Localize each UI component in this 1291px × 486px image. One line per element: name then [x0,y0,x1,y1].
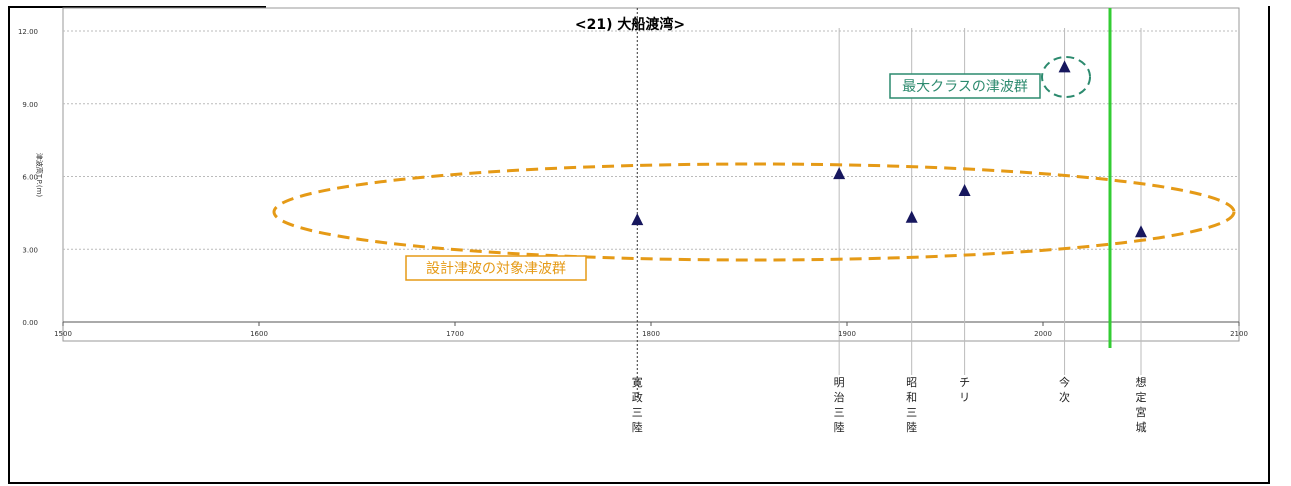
event-label-char: 治 [834,390,845,404]
y-axis-ticks: 0.00 3.00 6.00 9.00 12.00 [18,28,38,327]
event-label-char: リ [959,391,970,404]
event-label-char: 陸 [906,421,917,434]
x-tick-label: 2100 [1230,330,1248,338]
data-point-triangle [958,184,971,197]
event-label-char: 城 [1136,421,1147,434]
design-group-label-box [405,255,587,281]
data-point-triangle [1058,60,1071,73]
event-label-char: 次 [1059,390,1070,404]
x-tick-label: 2000 [1034,330,1052,338]
design-group-ellipse [272,162,1236,262]
frame-top-line [8,6,266,8]
x-tick-label: 1800 [642,330,660,338]
chart-title: <21) 大船渡湾> [575,16,685,33]
y-tick-label: 6.00 [22,174,38,182]
data-point-triangle [833,167,846,180]
data-point-triangle [631,213,644,226]
x-tick-label: 1500 [54,330,72,338]
y-axis-label: 津波高T.P.(m) [35,153,44,198]
event-label-char: 陸 [632,421,643,434]
event-label-char: 寛 [632,375,643,389]
x-tick-label: 1600 [250,330,268,338]
plot-border [62,7,1240,342]
max-group-label-box [889,73,1041,99]
y-tick-label: 3.00 [22,246,38,254]
event-label-char: 今 [1059,375,1070,389]
event-label-char: 三 [834,406,845,419]
x-tick-label: 1900 [838,330,856,338]
data-points [631,60,1147,238]
x-axis-ticks: 1500 1600 1700 1800 1900 2000 2100 [54,322,1248,338]
max-group-circle [1041,56,1091,98]
event-label-char: 昭 [906,376,917,389]
event-label-char: 明 [834,376,845,389]
max-group-label: 最大クラスの津波群 [902,79,1028,95]
event-label-char: 陸 [834,421,845,434]
y-tick-label: 12.00 [18,28,38,36]
data-point-triangle [905,210,918,223]
data-point-triangle [1135,225,1147,238]
event-label-char: 定 [1136,390,1147,404]
event-label-char: 政 [632,390,643,404]
x-tick-label: 1700 [446,330,464,338]
event-label-char: 宮 [1136,405,1147,419]
event-label-char: 三 [632,406,643,419]
y-tick-label: 0.00 [22,319,38,327]
event-label-char: チ [959,376,970,389]
event-label-char: 想 [1136,375,1147,389]
event-lines [636,8,1142,400]
figure-frame [8,6,1270,484]
event-label-char: 和 [906,391,917,404]
y-tick-label: 9.00 [22,101,38,109]
event-label-char: 三 [906,406,917,419]
design-group-label: 設計津波の対象津波群 [426,261,566,277]
